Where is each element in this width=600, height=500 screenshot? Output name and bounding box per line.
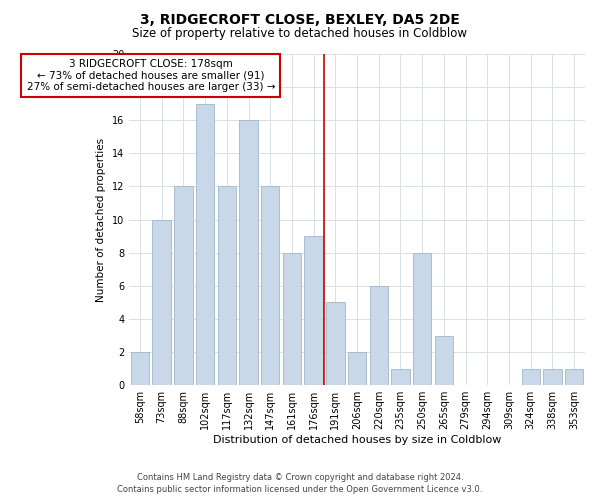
Bar — [196, 104, 214, 385]
Text: 3 RIDGECROFT CLOSE: 178sqm
← 73% of detached houses are smaller (91)
27% of semi: 3 RIDGECROFT CLOSE: 178sqm ← 73% of deta… — [26, 59, 275, 92]
X-axis label: Distribution of detached houses by size in Coldblow: Distribution of detached houses by size … — [213, 435, 501, 445]
Bar — [174, 186, 193, 385]
Bar — [218, 186, 236, 385]
Bar — [391, 368, 410, 385]
Text: Contains HM Land Registry data © Crown copyright and database right 2024.
Contai: Contains HM Land Registry data © Crown c… — [118, 472, 482, 494]
Text: 3, RIDGECROFT CLOSE, BEXLEY, DA5 2DE: 3, RIDGECROFT CLOSE, BEXLEY, DA5 2DE — [140, 12, 460, 26]
Bar — [304, 236, 323, 385]
Bar — [131, 352, 149, 385]
Bar — [326, 302, 344, 385]
Bar — [370, 286, 388, 385]
Bar — [434, 336, 453, 385]
Bar — [239, 120, 258, 385]
Text: Size of property relative to detached houses in Coldblow: Size of property relative to detached ho… — [133, 28, 467, 40]
Bar — [348, 352, 366, 385]
Bar — [152, 220, 171, 385]
Bar — [413, 252, 431, 385]
Bar — [565, 368, 583, 385]
Bar — [543, 368, 562, 385]
Bar — [283, 252, 301, 385]
Bar — [521, 368, 540, 385]
Y-axis label: Number of detached properties: Number of detached properties — [97, 138, 106, 302]
Bar — [261, 186, 280, 385]
